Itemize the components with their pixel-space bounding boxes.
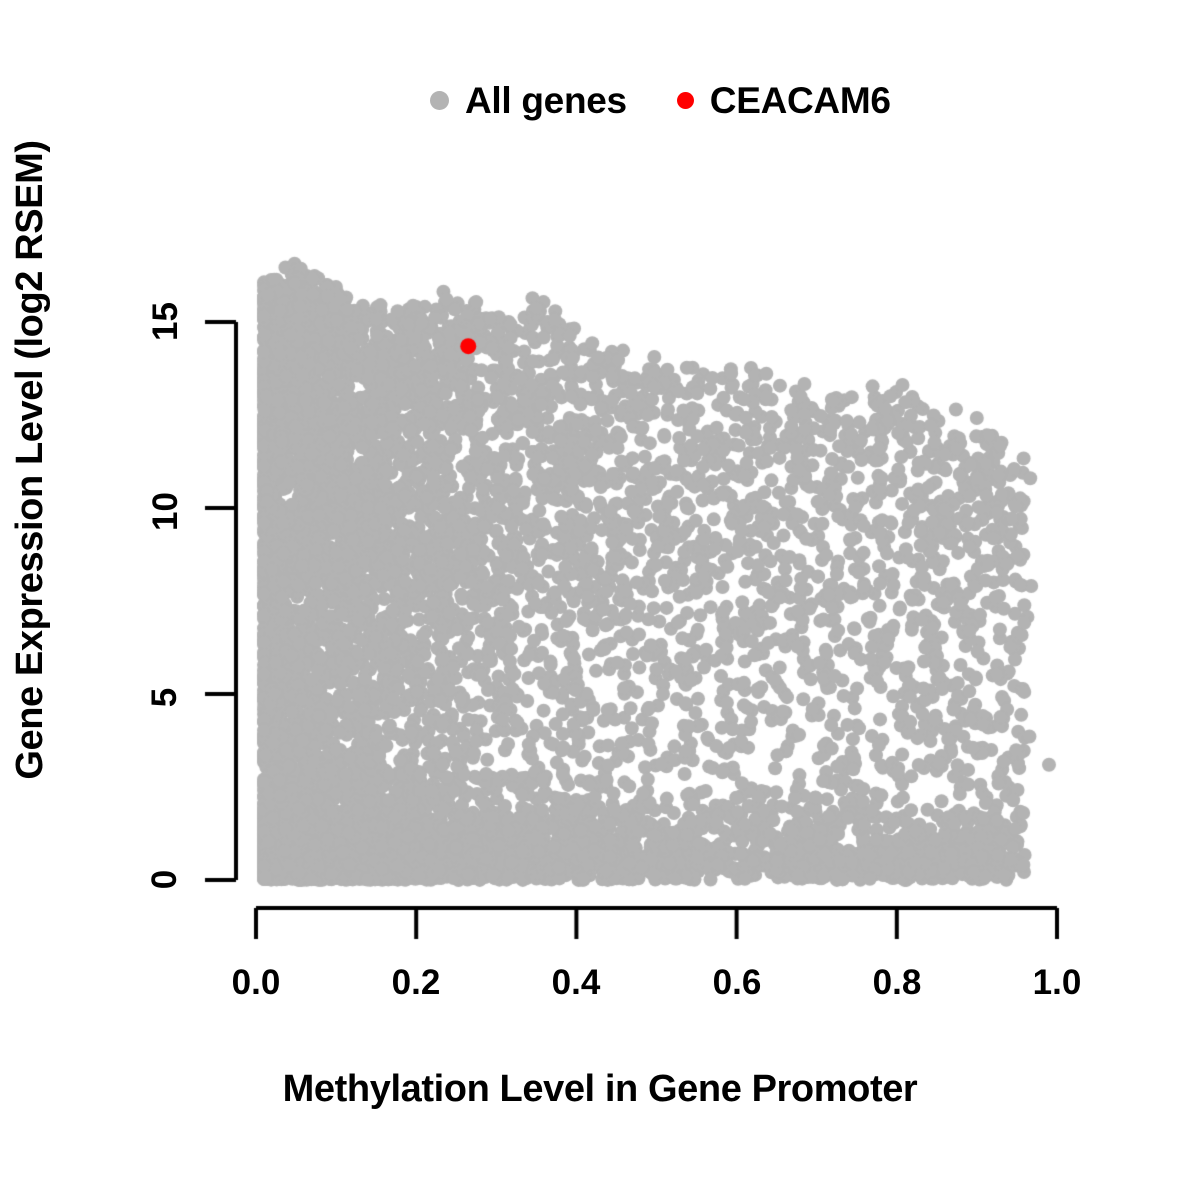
x-tick-label-0: 0.0 — [231, 963, 281, 1002]
x-tick-label-2: 0.4 — [551, 963, 601, 1002]
y-axis-title: Gene Expression Level (log2 RSEM) — [9, 140, 51, 780]
plot-legend: All genes CEACAM6 — [430, 82, 891, 119]
y-tick-label-10: 10 — [145, 492, 185, 531]
x-tick-label-5: 1.0 — [1032, 963, 1082, 1002]
y-tick-label-15: 15 — [145, 302, 185, 341]
y-tick-label-5: 5 — [145, 687, 185, 708]
legend-marker-ceacam6-icon — [676, 92, 694, 109]
legend-entry-all-genes: All genes — [430, 82, 627, 119]
legend-label-ceacam6: CEACAM6 — [709, 80, 891, 121]
x-tick-label-4: 0.8 — [872, 963, 922, 1002]
legend-marker-all-genes-icon — [430, 91, 449, 110]
x-tick-label-1: 0.2 — [391, 963, 441, 1002]
y-tick-label-0: 0 — [145, 869, 185, 890]
legend-entry-ceacam6: CEACAM6 — [676, 80, 891, 121]
x-tick-label-3: 0.6 — [712, 963, 762, 1002]
legend-label-all-genes: All genes — [465, 80, 627, 121]
x-axis-title: Methylation Level in Gene Promoter — [282, 1068, 918, 1110]
